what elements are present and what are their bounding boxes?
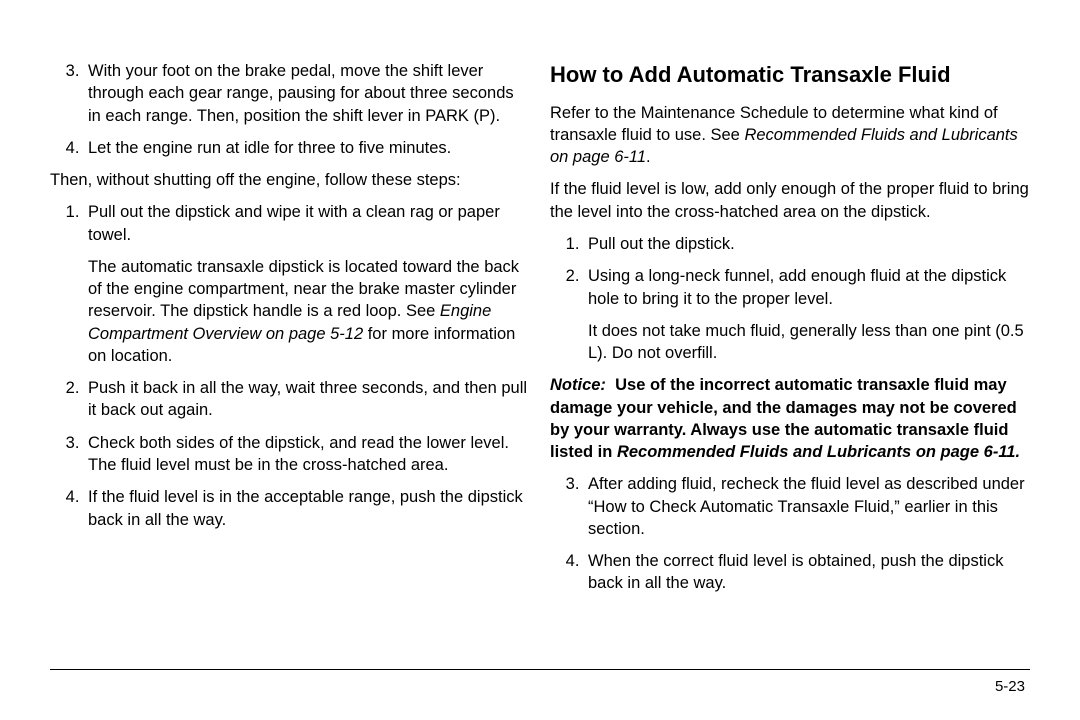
list-item: Check both sides of the dipstick, and re… [84, 432, 530, 477]
list-item: Let the engine run at idle for three to … [84, 137, 530, 159]
list-item: Push it back in all the way, wait three … [84, 377, 530, 422]
list-item: With your foot on the brake pedal, move … [84, 60, 530, 127]
right-ordered-list-d: After adding fluid, recheck the fluid le… [550, 473, 1030, 594]
left-column: With your foot on the brake pedal, move … [50, 60, 530, 605]
transition-paragraph: Then, without shutting off the engine, f… [50, 169, 530, 191]
notice-label: Notice: [550, 376, 606, 394]
right-ordered-list-c: Pull out the dipstick. Using a long-neck … [550, 233, 1030, 364]
notice-paragraph: Notice: Use of the incorrect automatic t… [550, 374, 1030, 463]
list-item: After adding fluid, recheck the fluid le… [584, 473, 1030, 540]
left-ordered-list-b: Pull out the dipstick and wipe it with a… [50, 201, 530, 530]
list-item: Pull out the dipstick and wipe it with a… [84, 201, 530, 367]
list-item-note: It does not take much fluid, generally l… [588, 320, 1030, 365]
reference-italic: Engine Compartment Overview on page 5-12 [88, 302, 491, 342]
intro-paragraph-2: If the fluid level is low, add only enou… [550, 178, 1030, 223]
list-item-note: The automatic transaxle dipstick is loca… [88, 256, 530, 367]
footer-rule [50, 669, 1030, 670]
notice-body-ref: Recommended Fluids and Lubricants on pag… [617, 443, 1020, 461]
list-item: Using a long-neck funnel, add enough flu… [584, 265, 1030, 364]
list-item: If the fluid level is in the acceptable … [84, 486, 530, 531]
section-heading: How to Add Automatic Transaxle Fluid [550, 60, 1030, 90]
list-item: When the correct fluid level is obtained… [584, 550, 1030, 595]
left-ordered-list-a: With your foot on the brake pedal, move … [50, 60, 530, 159]
list-item: Pull out the dipstick. [584, 233, 1030, 255]
intro-paragraph-1: Refer to the Maintenance Schedule to det… [550, 102, 1030, 169]
right-column: How to Add Automatic Transaxle Fluid Ref… [550, 60, 1030, 605]
two-column-layout: With your foot on the brake pedal, move … [50, 60, 1030, 605]
manual-page: With your foot on the brake pedal, move … [0, 0, 1080, 720]
page-number: 5-23 [995, 678, 1025, 695]
p1-post: . [646, 148, 651, 166]
